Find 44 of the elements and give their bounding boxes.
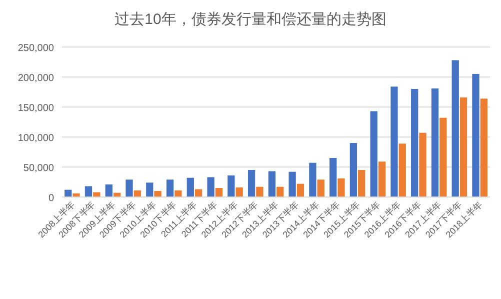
bar — [431, 88, 439, 197]
y-tick-label: 150,000 — [18, 103, 54, 114]
bar — [317, 180, 324, 197]
bar — [186, 178, 194, 197]
bar — [154, 191, 162, 197]
bar — [452, 60, 459, 197]
bar — [166, 180, 174, 197]
y-tick-label: 50,000 — [23, 163, 54, 174]
y-tick-label: 250,000 — [18, 43, 54, 54]
bar — [419, 132, 426, 197]
bar — [84, 186, 92, 197]
bar — [288, 172, 296, 197]
bar — [126, 180, 133, 197]
bar — [236, 187, 243, 197]
bar — [93, 192, 100, 197]
bar — [378, 162, 386, 197]
y-tick-label: 200,000 — [18, 73, 54, 84]
y-tick-label: 100,000 — [18, 133, 54, 144]
bar — [105, 184, 112, 197]
bar — [248, 170, 256, 197]
bar — [207, 177, 214, 197]
bar — [194, 189, 202, 197]
bar — [329, 158, 337, 197]
bar — [398, 144, 406, 197]
bar — [296, 184, 304, 197]
bar — [350, 143, 358, 197]
bar — [309, 162, 316, 197]
bar — [268, 171, 276, 197]
bar — [215, 188, 223, 197]
y-tick-label: 0 — [48, 193, 54, 204]
bar — [440, 118, 447, 197]
bar — [370, 111, 378, 197]
bar — [256, 186, 264, 197]
bar — [390, 86, 398, 197]
bar — [146, 182, 154, 197]
bar — [460, 97, 468, 197]
bar — [228, 175, 235, 197]
chart-title: 过去10年，债券发行量和偿还量的走势图 — [114, 11, 386, 28]
bar — [276, 186, 284, 197]
bar — [480, 98, 488, 197]
bar — [472, 74, 480, 197]
bar — [338, 178, 345, 197]
bar — [411, 89, 418, 197]
bar — [358, 170, 366, 197]
